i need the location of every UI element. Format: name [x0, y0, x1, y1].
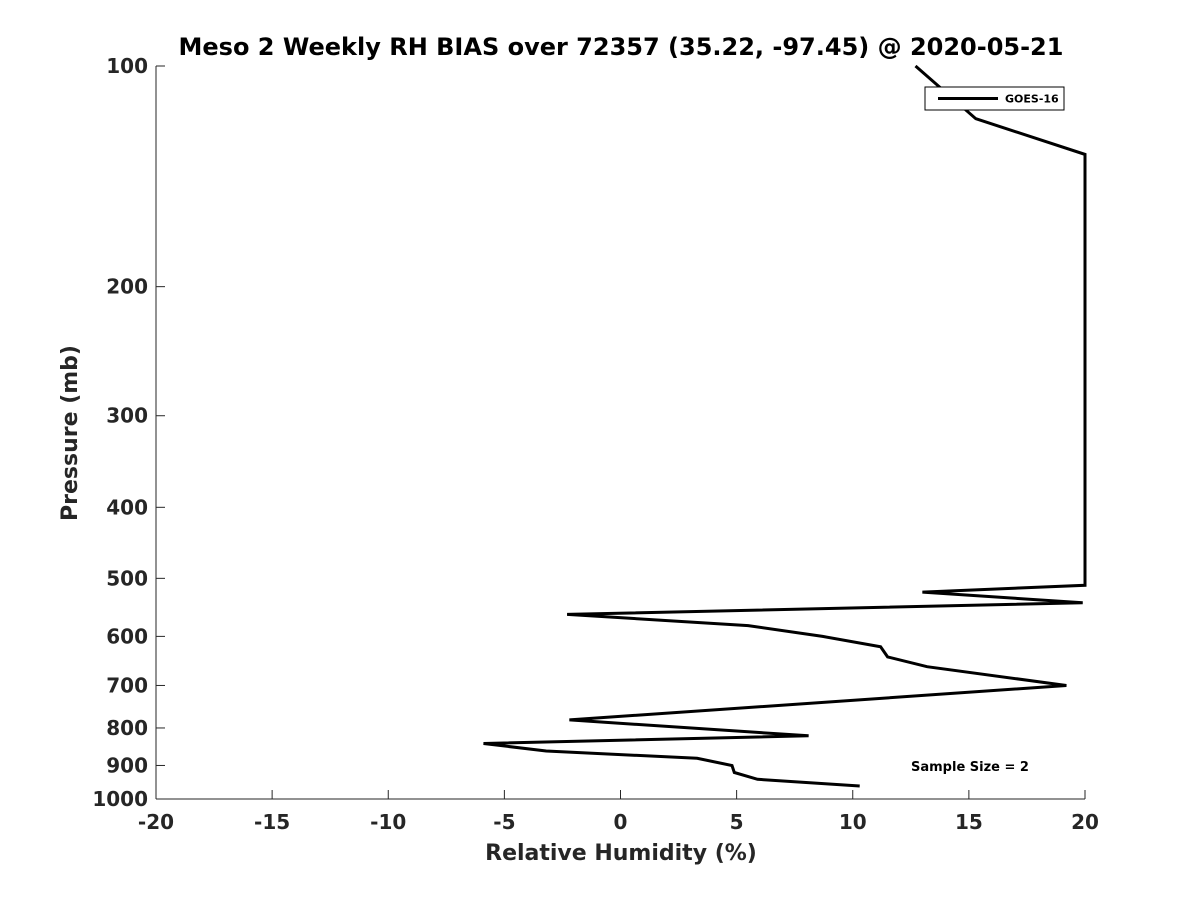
y-axis: 100 200 300 400 500 600 700 800 900 1000 — [92, 54, 165, 811]
y-tick-label: 800 — [106, 716, 148, 740]
x-tick-label: 5 — [730, 810, 744, 834]
x-tick-label: 20 — [1071, 810, 1099, 834]
y-tick-label: 300 — [106, 404, 148, 428]
legend: GOES-16 — [924, 86, 1065, 111]
x-tick-label: 0 — [614, 810, 628, 834]
y-tick-label: 100 — [106, 54, 148, 78]
x-axis: -20 -15 -10 -5 0 5 10 15 20 — [138, 790, 1099, 834]
x-tick-label: -10 — [370, 810, 406, 834]
y-tick-label: 400 — [106, 495, 148, 519]
sample-size-annotation: Sample Size = 2 — [911, 760, 1029, 775]
y-tick-label: 900 — [106, 753, 148, 777]
y-tick-label: 700 — [106, 673, 148, 697]
x-tick-label: 10 — [839, 810, 867, 834]
y-tick-label: 1000 — [92, 787, 148, 811]
x-tick-label: -20 — [138, 810, 174, 834]
y-tick-label: 600 — [106, 624, 148, 648]
y-axis-label: Pressure (mb) — [58, 345, 83, 521]
x-tick-label: -15 — [254, 810, 290, 834]
x-tick-label: 15 — [955, 810, 983, 834]
plot-area — [483, 64, 1087, 788]
chart-title: Meso 2 Weekly RH BIAS over 72357 (35.22,… — [179, 33, 1064, 61]
y-tick-label: 500 — [106, 566, 148, 590]
x-axis-label: Relative Humidity (%) — [485, 841, 757, 866]
series-line-goes-16 — [483, 64, 1087, 788]
legend-label-goes-16: GOES-16 — [1005, 93, 1059, 106]
y-tick-label: 200 — [106, 275, 148, 299]
x-tick-label: -5 — [493, 810, 515, 834]
